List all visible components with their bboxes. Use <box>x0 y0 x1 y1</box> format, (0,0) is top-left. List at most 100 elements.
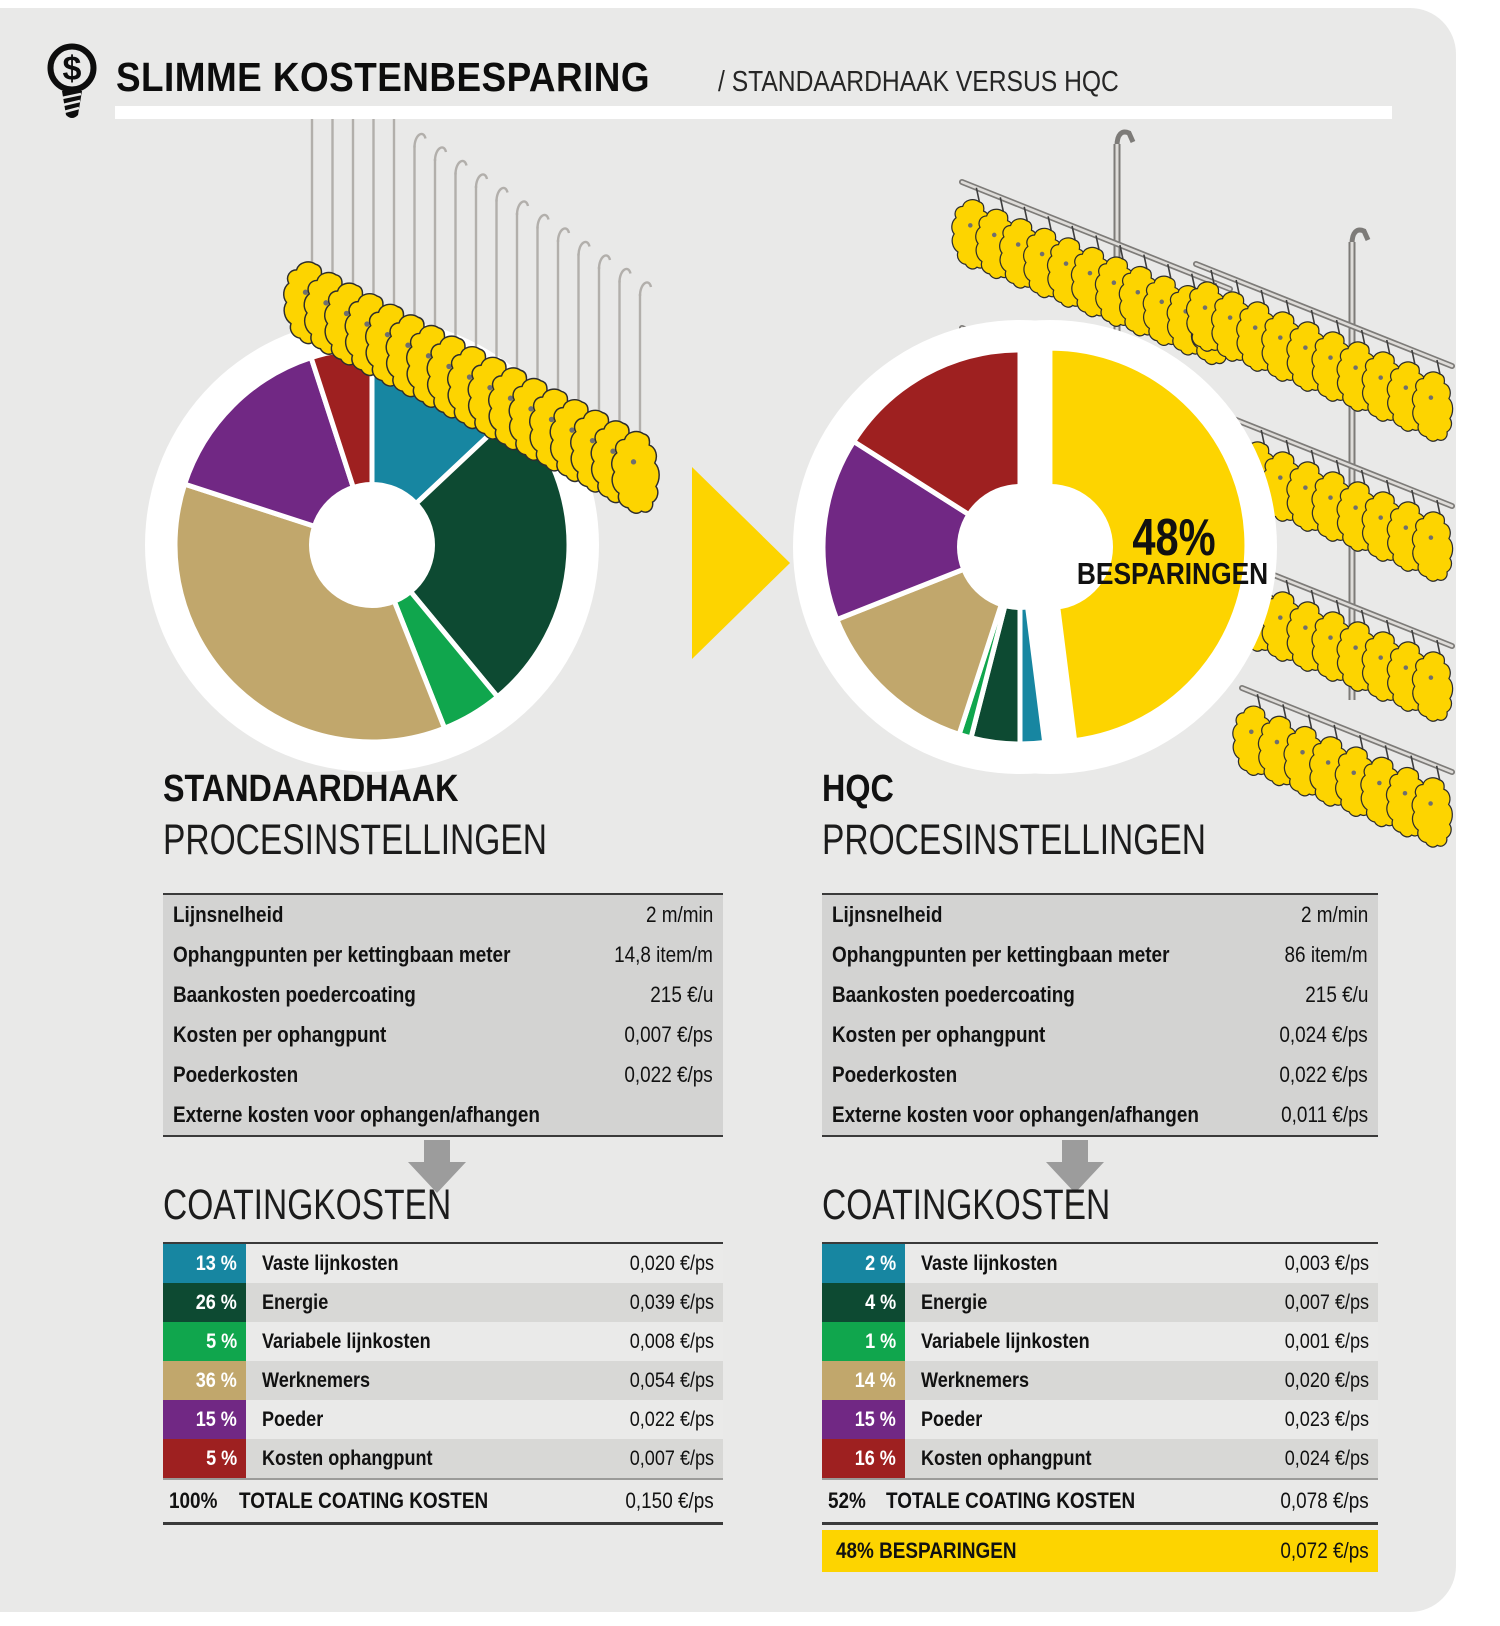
process-row: Baankosten poedercoating 215 €/u <box>822 975 1378 1015</box>
process-row-label: Poederkosten <box>173 1062 299 1087</box>
process-row-value: 0,024 €/ps <box>1279 1022 1368 1047</box>
coating-row-kosten-ophangpunt: 5 % Kosten ophangpunt 0,007 €/ps <box>163 1439 723 1478</box>
process-row-value: 2 m/min <box>1300 902 1368 927</box>
percent-chip: 1 % <box>822 1322 905 1361</box>
process-row: Externe kosten voor ophangen/afhangen 0,0… <box>822 1095 1378 1135</box>
process-row: Baankosten poedercoating 215 €/u <box>163 975 723 1015</box>
process-row-label: Externe kosten voor ophangen/afhangen <box>832 1102 1199 1127</box>
coating-row-label: Energie <box>921 1290 988 1314</box>
coating-costs-table: 13 % Vaste lijnkosten 0,020 €/ps 26 % Energi… <box>163 1242 723 1525</box>
savings-callout-pct: 48% <box>1132 509 1216 567</box>
coating-row-label: Werknemers <box>921 1368 1030 1392</box>
process-row-value: 14,8 item/m <box>614 942 713 967</box>
process-row-value: 0,022 €/ps <box>624 1062 713 1087</box>
page-subtitle: / STANDAARDHAAK VERSUS HQC <box>717 66 1119 98</box>
coating-row-energie: 4 % Energie 0,007 €/ps <box>822 1283 1378 1322</box>
process-row-value: 0,011 €/ps <box>1281 1102 1368 1127</box>
process-row-label: Ophangpunten per kettingbaan meter <box>173 942 511 967</box>
hqc-pie-chart <box>793 320 1277 774</box>
coating-row-vaste-lijnkosten: 13 % Vaste lijnkosten 0,020 €/ps <box>163 1244 723 1283</box>
coating-costs-title: COATINGKOSTEN <box>163 1181 452 1229</box>
coating-row-value: 0,008 €/ps <box>629 1329 714 1353</box>
column-title-standaardhaak: STANDAARDHAAK <box>163 768 459 810</box>
pie-slice-werknemers <box>172 481 448 745</box>
process-row-label: Kosten per ophangpunt <box>832 1022 1046 1047</box>
process-row: Externe kosten voor ophangen/afhangen <box>163 1095 723 1135</box>
total-label: TOTALE COATING KOSTEN <box>239 1488 489 1513</box>
savings-row: 48% BESPARINGEN 0,072 €/ps <box>822 1530 1378 1572</box>
coating-row-variabele-lijnkosten: 1 % Variabele lijnkosten 0,001 €/ps <box>822 1322 1378 1361</box>
process-row-label: Lijnsnelheid <box>832 902 943 927</box>
savings-value: 0,072 €/ps <box>1280 1538 1369 1563</box>
process-settings-table: Lijnsnelheid 2 m/min Ophangpunten per kett… <box>822 893 1378 1137</box>
process-row-value: 86 item/m <box>1284 942 1368 967</box>
pie-slice-kosten-ophangpunt <box>851 347 1023 550</box>
process-row: Kosten per ophangpunt 0,007 €/ps <box>163 1015 723 1055</box>
coating-row-poeder: 15 % Poeder 0,023 €/ps <box>822 1400 1378 1439</box>
percent-chip: 15 % <box>163 1400 246 1439</box>
coating-costs-title: COATINGKOSTEN <box>822 1181 1111 1229</box>
process-row-label: Baankosten poedercoating <box>173 982 416 1007</box>
pie-slice-besparingen <box>1047 345 1250 744</box>
header-underline <box>115 106 1392 119</box>
coating-row-value: 0,007 €/ps <box>1284 1290 1369 1314</box>
page-header: SLIMME KOSTENBESPARING / STANDAARDHAAK V… <box>116 54 1189 101</box>
coating-row-label: Vaste lijnkosten <box>921 1251 1058 1275</box>
total-value: 0,078 €/ps <box>1280 1488 1369 1513</box>
percent-chip: 16 % <box>822 1439 905 1478</box>
process-row: Kosten per ophangpunt 0,024 €/ps <box>822 1015 1378 1055</box>
percent-chip: 5 % <box>163 1322 246 1361</box>
process-row-value: 0,007 €/ps <box>624 1022 713 1047</box>
page-title: SLIMME KOSTENBESPARING <box>116 54 651 100</box>
down-arrow-icon-right <box>1046 1140 1104 1193</box>
percent-chip: 14 % <box>822 1361 905 1400</box>
dollar-lightbulb-icon: $ <box>47 43 97 118</box>
process-row: Poederkosten 0,022 €/ps <box>163 1055 723 1095</box>
total-value: 0,150 €/ps <box>625 1488 714 1513</box>
process-row: Poederkosten 0,022 €/ps <box>822 1055 1378 1095</box>
percent-chip: 36 % <box>163 1361 246 1400</box>
process-row-label: Lijnsnelheid <box>173 902 284 927</box>
coating-row-label: Vaste lijnkosten <box>262 1251 399 1275</box>
process-settings-title: PROCESINSTELLINGEN <box>163 816 547 864</box>
coating-rows: 13 % Vaste lijnkosten 0,020 €/ps 26 % Energi… <box>163 1242 723 1478</box>
savings-label: 48% BESPARINGEN <box>836 1538 1017 1563</box>
total-pct: 52% <box>828 1488 866 1513</box>
transition-arrow-icon <box>692 467 790 659</box>
coating-row-label: Variabele lijnkosten <box>921 1329 1090 1353</box>
coating-row-label: Kosten ophangpunt <box>921 1446 1092 1470</box>
coating-row-value: 0,003 €/ps <box>1284 1251 1369 1275</box>
coating-rows: 2 % Vaste lijnkosten 0,003 €/ps 4 % Energie 0… <box>822 1242 1378 1478</box>
process-settings-table: Lijnsnelheid 2 m/min Ophangpunten per kett… <box>163 893 723 1137</box>
savings-callout-label: BESPARINGEN <box>1077 556 1269 591</box>
coating-row-werknemers: 36 % Werknemers 0,054 €/ps <box>163 1361 723 1400</box>
process-row-label: Baankosten poedercoating <box>832 982 1075 1007</box>
process-row: Lijnsnelheid 2 m/min <box>163 895 723 935</box>
process-row-label: Ophangpunten per kettingbaan meter <box>832 942 1170 967</box>
total-row: 52% TOTALE COATING KOSTEN 0,078 €/ps <box>822 1478 1378 1525</box>
total-pct: 100% <box>169 1488 218 1513</box>
process-row: Ophangpunten per kettingbaan meter 14,8 i… <box>163 935 723 975</box>
hqc-column: HQC PROCESINSTELLINGEN Lijnsnelheid 2 m/m… <box>822 0 1378 1626</box>
process-row-value: 215 €/u <box>649 982 713 1007</box>
coating-row-poeder: 15 % Poeder 0,022 €/ps <box>163 1400 723 1439</box>
coating-row-kosten-ophangpunt: 16 % Kosten ophangpunt 0,024 €/ps <box>822 1439 1378 1478</box>
percent-chip: 4 % <box>822 1283 905 1322</box>
coating-row-vaste-lijnkosten: 2 % Vaste lijnkosten 0,003 €/ps <box>822 1244 1378 1283</box>
percent-chip: 2 % <box>822 1244 905 1283</box>
process-row-value: 2 m/min <box>645 902 713 927</box>
percent-chip: 5 % <box>163 1439 246 1478</box>
coating-row-label: Poeder <box>921 1407 983 1431</box>
coating-row-label: Variabele lijnkosten <box>262 1329 431 1353</box>
coating-row-label: Poeder <box>262 1407 324 1431</box>
coating-costs-table: 2 % Vaste lijnkosten 0,003 €/ps 4 % Energie 0… <box>822 1242 1378 1572</box>
down-arrow-icon-left <box>408 1140 466 1193</box>
total-label: TOTALE COATING KOSTEN <box>886 1488 1136 1513</box>
coating-row-value: 0,001 €/ps <box>1284 1329 1369 1353</box>
total-row: 100% TOTALE COATING KOSTEN 0,150 €/ps <box>163 1478 723 1525</box>
percent-chip: 15 % <box>822 1400 905 1439</box>
coating-row-value: 0,054 €/ps <box>629 1368 714 1392</box>
pie-slice-werknemers <box>834 544 1023 737</box>
